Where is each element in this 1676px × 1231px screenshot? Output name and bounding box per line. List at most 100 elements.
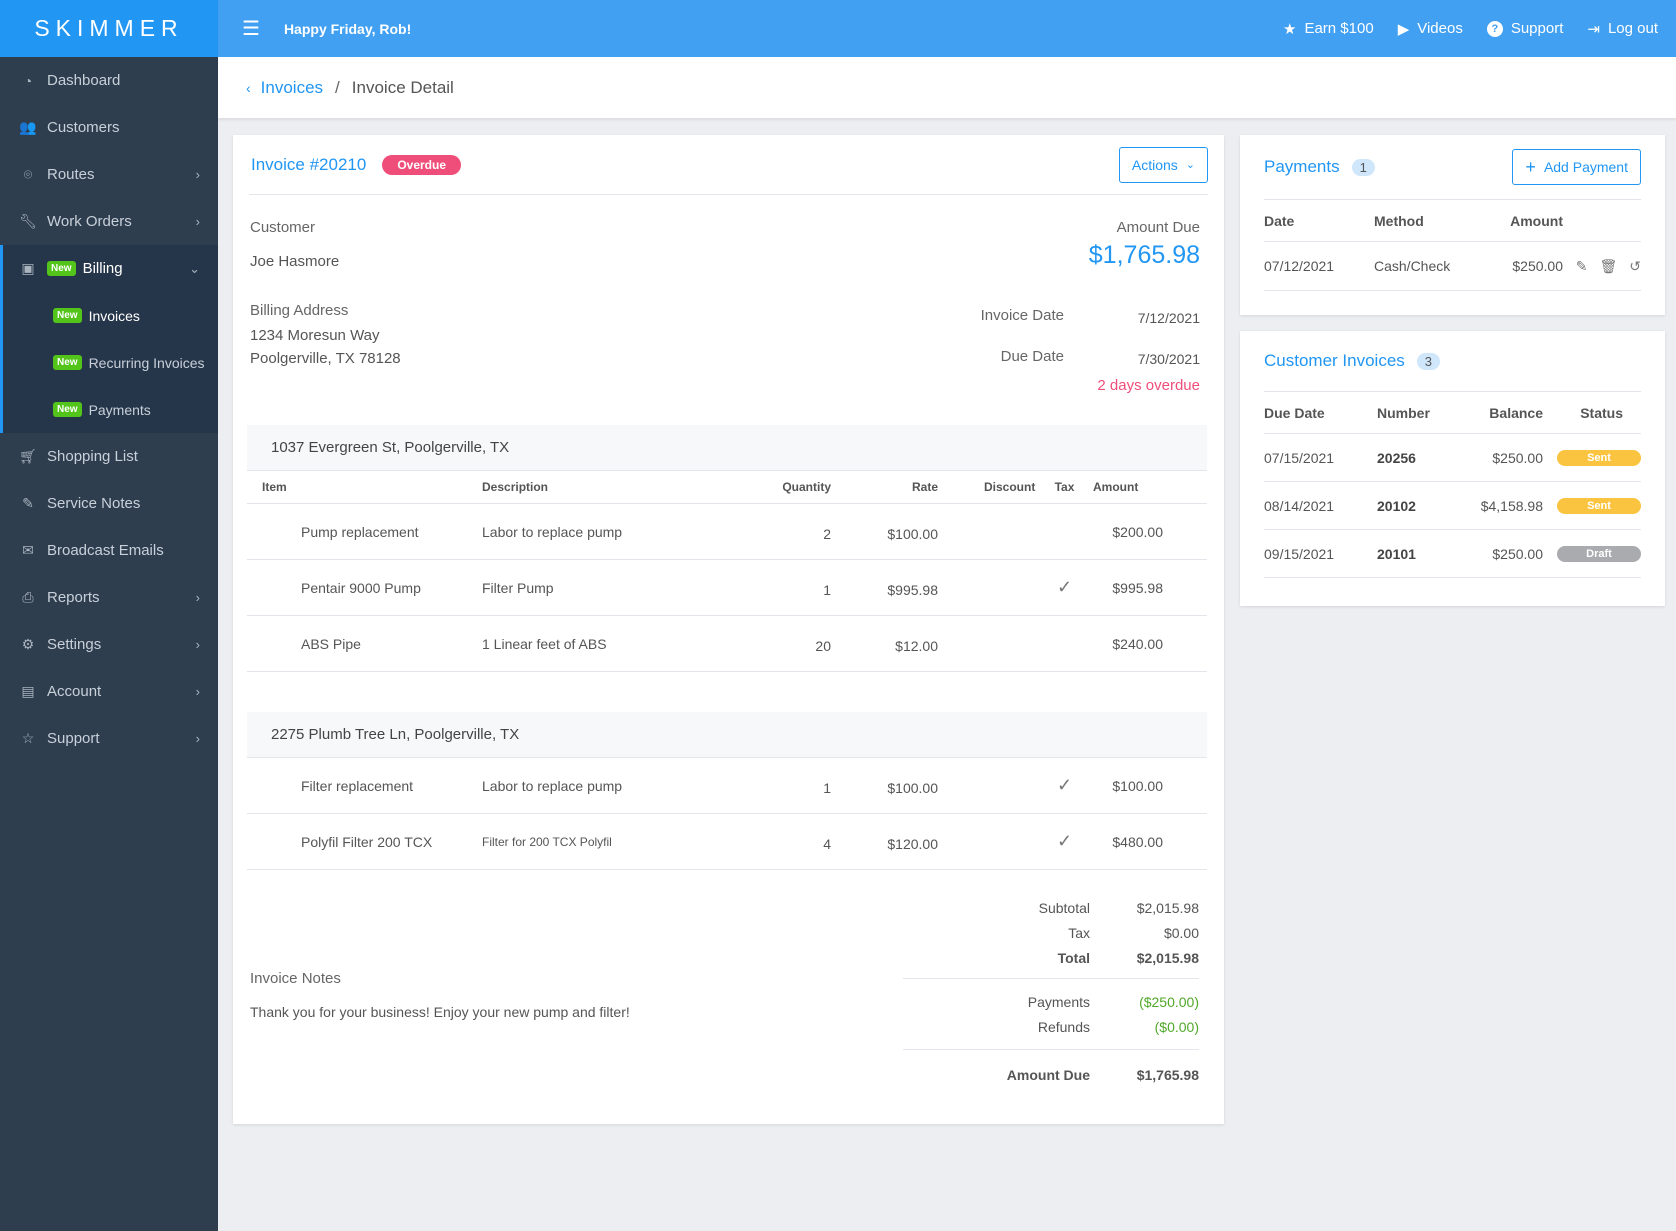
item-quantity: 20 <box>815 637 831 654</box>
item-name: Filter replacement <box>301 777 414 794</box>
breadcrumb-separator: / <box>335 77 340 97</box>
invoice-number[interactable]: 20102 <box>1377 497 1416 514</box>
sidebar-label: Recurring Invoices <box>88 354 205 371</box>
sidebar-item-support[interactable]: ☆ Support › <box>0 715 218 762</box>
sidebar-item-settings[interactable]: ⚙ Settings › <box>0 621 218 668</box>
item-quantity: 2 <box>823 525 831 542</box>
refunds-label: Refunds <box>1037 1018 1090 1035</box>
payment-row: 07/12/2021 Cash/Check $250.00 ✎🗑︎↺ <box>1264 242 1641 291</box>
invoice-notes: Thank you for your business! Enjoy your … <box>250 1004 630 1020</box>
payments-label: Payments <box>1027 993 1090 1010</box>
trash-icon[interactable]: 🗑︎ <box>1599 257 1630 274</box>
add-payment-button[interactable]: + Add Payment <box>1512 149 1641 185</box>
table-row[interactable]: Pump replacement Labor to replace pump 2 $1… <box>247 504 1207 560</box>
sidebar-item-shopping-list[interactable]: 🛒︎ Shopping List <box>0 433 218 480</box>
item-description: 1 Linear feet of ABS <box>482 635 607 652</box>
tax-value: $0.00 <box>1163 924 1199 941</box>
sidebar-item-dashboard[interactable]: ◔ Dashboard <box>0 57 218 104</box>
item-name: ABS Pipe <box>301 635 361 652</box>
sidebar-label: Routes <box>47 166 95 183</box>
item-description: Labor to replace pump <box>482 777 623 794</box>
chevron-right-icon: › <box>195 731 200 746</box>
breadcrumb-invoices-link[interactable]: Invoices <box>260 77 324 97</box>
col-method: Method <box>1374 212 1424 229</box>
invoice-due-date: 08/14/2021 <box>1264 497 1335 514</box>
sidebar-item-work-orders[interactable]: 🔧︎ Work Orders › <box>0 198 218 245</box>
sidebar-item-payments[interactable]: New Payments <box>3 386 218 433</box>
invoice-date-label: Invoice Date <box>980 307 1064 324</box>
sidebar-item-recurring-invoices[interactable]: New Recurring Invoices <box>3 339 218 386</box>
table-row[interactable]: Polyfil Filter 200 TCX Filter for 200 TCX… <box>247 814 1207 870</box>
sidebar-item-routes[interactable]: ⌾ Routes › <box>0 151 218 198</box>
edit-icon[interactable]: ✎ <box>1575 257 1600 274</box>
invoice-balance: $250.00 <box>1492 449 1543 466</box>
actions-button[interactable]: Actions ⌄ <box>1118 146 1208 183</box>
sidebar-item-account[interactable]: ▤ Account › <box>0 668 218 715</box>
customer-invoice-row[interactable]: 09/15/2021 20101 $250.00 Draft <box>1264 530 1641 578</box>
chevron-right-icon: › <box>195 590 200 605</box>
sidebar-item-broadcast-emails[interactable]: ✉ Broadcast Emails <box>0 527 218 574</box>
plus-icon: + <box>1525 156 1536 177</box>
col-discount: Discount <box>984 480 1036 494</box>
star-icon: ☆ <box>21 730 35 746</box>
invoice-number[interactable]: 20101 <box>1377 545 1416 562</box>
invoice-balance: $4,158.98 <box>1480 497 1543 514</box>
undo-icon[interactable]: ↺ <box>1629 257 1641 274</box>
payment-amount: $250.00 <box>1512 258 1563 274</box>
actions-label: Actions <box>1131 156 1178 173</box>
envelope-icon: ✉ <box>22 542 34 558</box>
item-amount: $480.00 <box>1112 833 1163 850</box>
billing-address-label: Billing Address <box>250 302 349 319</box>
payment-method: Cash/Check <box>1374 258 1451 274</box>
check-icon: ✓ <box>1056 775 1073 795</box>
invoice-number[interactable]: 20256 <box>1377 449 1416 466</box>
sidebar-label: Reports <box>47 589 100 606</box>
invoice-due-date: 07/15/2021 <box>1264 449 1335 466</box>
support-link[interactable]: ? Support <box>1486 20 1563 38</box>
chevron-left-icon[interactable]: ‹ <box>246 79 251 96</box>
totals: Subtotal $2,015.98 Tax $0.00 Total $2,015.9… <box>903 895 1199 1087</box>
item-name: Polyfil Filter 200 TCX <box>301 833 433 850</box>
sidebar-label: Settings <box>47 636 102 653</box>
sidebar-label: Dashboard <box>47 72 121 89</box>
payments-value: ($250.00) <box>1139 993 1199 1010</box>
customer-invoice-row[interactable]: 07/15/2021 20256 $250.00 Sent <box>1264 434 1641 482</box>
item-quantity: 1 <box>823 581 831 598</box>
item-rate: $100.00 <box>887 779 938 796</box>
item-amount: $200.00 <box>1112 523 1163 540</box>
greeting: Happy Friday, Rob! <box>283 20 412 37</box>
item-name: Pentair 9000 Pump <box>301 579 421 596</box>
sidebar-item-reports[interactable]: ⎙ Reports › <box>0 574 218 621</box>
new-badge: New <box>47 261 76 276</box>
col-amount: Amount <box>1093 480 1139 494</box>
col-balance: Balance <box>1489 404 1543 421</box>
sidebar-item-customers[interactable]: 👥 Customers <box>0 104 218 151</box>
logo[interactable]: SKIMMER <box>0 0 218 57</box>
table-row[interactable]: Filter replacement Labor to replace pump 1… <box>247 758 1207 814</box>
videos-link[interactable]: ▶ Videos <box>1398 20 1463 38</box>
invoice-card: Invoice #20210 Overdue Actions ⌄ Customer… <box>233 135 1224 1124</box>
chevron-down-icon: ⌄ <box>1185 159 1195 171</box>
location-header: 2275 Plumb Tree Ln, Poolgerville, TX <box>247 712 1207 758</box>
table-row[interactable]: ABS Pipe 1 Linear feet of ABS 20 $12.00 $240… <box>247 616 1207 672</box>
item-quantity: 4 <box>823 835 831 852</box>
customer-invoices-card: Customer Invoices 3 Due Date Number Balanc… <box>1240 331 1665 606</box>
amount-due-total-label: Amount Due <box>1006 1066 1090 1083</box>
refunds-value: ($0.00) <box>1154 1018 1199 1035</box>
sidebar-item-service-notes[interactable]: ✎ Service Notes <box>0 480 218 527</box>
videos-label: Videos <box>1417 20 1463 37</box>
table-row[interactable]: Pentair 9000 Pump Filter Pump 1 $995.98 ✓ $99… <box>247 560 1207 616</box>
hamburger-menu-icon[interactable]: ☰ <box>242 18 260 40</box>
logout-link[interactable]: ⇥ Log out <box>1587 20 1658 38</box>
new-badge: New <box>53 355 82 370</box>
sidebar-label: Work Orders <box>47 213 132 230</box>
star-icon: ★ <box>1283 20 1297 38</box>
sidebar-item-billing[interactable]: ▣ New Billing ⌄ <box>3 245 218 292</box>
gear-icon: ⚙ <box>21 636 35 652</box>
sidebar-item-invoices[interactable]: New Invoices <box>3 292 218 339</box>
customer-invoice-row[interactable]: 08/14/2021 20102 $4,158.98 Sent <box>1264 482 1641 530</box>
cart-icon: 🛒︎ <box>19 448 37 464</box>
customer-name[interactable]: Joe Hasmore <box>250 253 340 270</box>
line-group: 2275 Plumb Tree Ln, Poolgerville, TX Filt… <box>247 712 1207 870</box>
earn-link[interactable]: ★ Earn $100 <box>1283 20 1374 38</box>
